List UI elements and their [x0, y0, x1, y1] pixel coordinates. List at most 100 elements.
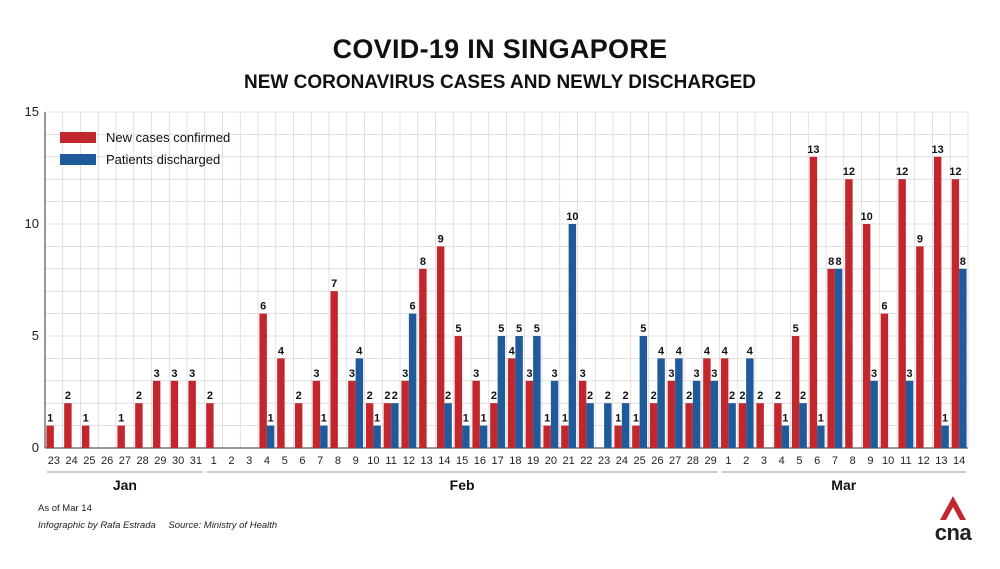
bar-discharged: [568, 224, 577, 448]
source-credit: Source: Ministry of Health: [168, 520, 278, 531]
bar-new-cases: [880, 313, 889, 448]
bar-new-cases: [472, 380, 480, 448]
legend-swatch-new-cases: [60, 131, 96, 143]
bar-new-cases: [827, 268, 835, 448]
bar-new-cases: [454, 336, 463, 448]
data-label-new-cases: 2: [136, 390, 142, 402]
x-tick-label: 17: [492, 455, 504, 467]
bar-new-cases: [809, 156, 818, 449]
data-label-new-cases: 9: [438, 233, 444, 245]
infographic-credit: Infographic by Rafa Estrada: [38, 520, 156, 531]
x-tick-label: 9: [867, 455, 873, 467]
bar-new-cases: [933, 156, 942, 449]
x-tick-label: 23: [48, 455, 60, 467]
bar-discharged: [817, 425, 825, 448]
bar-discharged: [621, 403, 630, 448]
x-tick-label: 2: [743, 455, 749, 467]
data-label-new-cases: 2: [686, 390, 692, 402]
data-label-new-cases: 6: [881, 301, 887, 313]
x-tick-label: 30: [172, 455, 184, 467]
data-label-discharged: 5: [640, 323, 646, 335]
data-label-new-cases: 3: [402, 368, 408, 380]
data-label-new-cases: 4: [509, 345, 516, 357]
legend-item-new-cases: New cases confirmed: [60, 126, 230, 148]
x-tick-label: 6: [299, 455, 305, 467]
x-tick-label: 10: [367, 455, 379, 467]
bar-new-cases: [64, 403, 72, 448]
bar-discharged: [675, 358, 683, 448]
data-label-new-cases: 8: [828, 256, 834, 268]
bar-discharged: [657, 358, 665, 448]
data-label-new-cases: 3: [154, 368, 160, 380]
bar-new-cases: [152, 380, 161, 448]
x-tick-label: 3: [761, 455, 767, 467]
data-label-new-cases: 13: [932, 144, 944, 156]
as-of-note: As of Mar 14: [38, 503, 92, 514]
x-tick-label: 1: [211, 455, 217, 467]
bar-discharged: [728, 403, 736, 448]
bar-new-cases: [383, 403, 392, 448]
data-label-new-cases: 1: [633, 413, 639, 425]
bar-discharged: [408, 313, 417, 448]
bar-new-cases: [365, 403, 374, 448]
bar-new-cases: [862, 224, 871, 448]
data-label-new-cases: 3: [668, 368, 674, 380]
data-label-discharged: 3: [711, 368, 717, 380]
data-label-new-cases: 6: [260, 301, 266, 313]
x-tick-label: 11: [385, 455, 396, 467]
x-tick-label: 28: [137, 455, 149, 467]
bar-new-cases: [685, 403, 693, 448]
bar-new-cases: [46, 425, 54, 448]
data-label-new-cases: 5: [793, 323, 799, 335]
bar-discharged: [959, 268, 967, 448]
bar-new-cases: [845, 179, 853, 448]
x-tick-label: 12: [403, 455, 415, 467]
legend-item-discharged: Patients discharged: [60, 148, 230, 170]
data-label-new-cases: 1: [544, 413, 550, 425]
x-tick-label: 29: [154, 455, 166, 467]
bar-new-cases: [791, 336, 800, 448]
data-label-new-cases: 7: [331, 278, 337, 290]
data-label-discharged: 4: [747, 345, 754, 357]
credit-line: Infographic by Rafa Estrada Source: Mini…: [38, 520, 287, 531]
data-label-discharged: 4: [676, 345, 683, 357]
data-label-discharged: 1: [818, 413, 824, 425]
bar-discharged: [870, 380, 878, 448]
data-label-new-cases: 3: [171, 368, 177, 380]
x-tick-label: 29: [705, 455, 717, 467]
data-label-new-cases: 2: [296, 390, 302, 402]
x-tick-label: 26: [101, 455, 113, 467]
x-tick-label: 14: [953, 455, 965, 467]
data-label-discharged: 4: [356, 345, 363, 357]
x-tick-label: 19: [527, 455, 539, 467]
x-tick-label: 27: [119, 455, 131, 467]
x-tick-label: 25: [83, 455, 95, 467]
data-label-new-cases: 5: [455, 323, 461, 335]
bar-new-cases: [259, 313, 267, 448]
x-tick-label: 18: [509, 455, 521, 467]
data-label-new-cases: 1: [47, 413, 53, 425]
data-label-new-cases: 1: [118, 413, 124, 425]
bar-new-cases: [898, 179, 906, 448]
x-tick-label: 14: [438, 455, 450, 467]
bar-new-cases: [649, 403, 658, 448]
data-label-discharged: 10: [566, 211, 578, 223]
data-label-new-cases: 3: [526, 368, 532, 380]
bar-discharged: [320, 425, 328, 448]
data-label-new-cases: 3: [189, 368, 195, 380]
data-label-discharged: 5: [516, 323, 522, 335]
legend: New cases confirmed Patients discharged: [60, 126, 230, 170]
data-label-discharged: 3: [871, 368, 877, 380]
data-label-discharged: 4: [658, 345, 665, 357]
x-tick-label: 11: [900, 455, 911, 467]
x-tick-label: 5: [282, 455, 288, 467]
y-tick-label: 15: [25, 104, 39, 119]
bar-new-cases: [117, 425, 125, 448]
bar-new-cases: [614, 425, 622, 448]
month-label: Feb: [450, 477, 475, 493]
bar-new-cases: [916, 246, 924, 448]
x-tick-label: 2: [228, 455, 234, 467]
data-label-discharged: 2: [623, 390, 629, 402]
bar-new-cases: [294, 403, 303, 448]
data-label-discharged: 2: [587, 390, 593, 402]
